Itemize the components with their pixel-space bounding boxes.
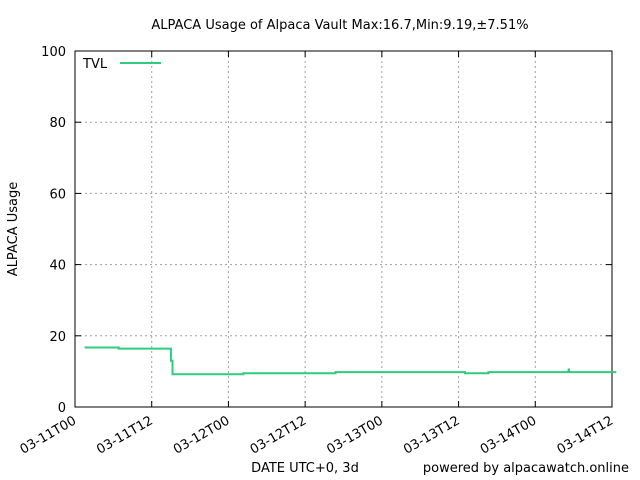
plot-frame [74, 50, 613, 408]
y-axis-label: ALPACA Usage [6, 182, 21, 276]
y-tick-label: 100 [41, 45, 66, 60]
y-tick-label: 20 [49, 330, 66, 345]
y-tick-label: 80 [49, 116, 66, 131]
x-tick-label: 03-13T12 [401, 413, 462, 457]
y-tick-label: 60 [49, 187, 66, 202]
x-tick-label: 03-13T00 [324, 413, 385, 457]
series-line-tvl [84, 346, 617, 376]
x-tick-label: 03-11T00 [18, 413, 79, 457]
y-tick-label: 40 [49, 259, 66, 274]
x-axis-label: DATE UTC+0, 3d [251, 461, 359, 476]
x-tick-label: 03-12T00 [171, 413, 232, 457]
grid [75, 51, 612, 407]
y-axis: 0 20 40 60 80 100 [41, 45, 612, 416]
x-tick-label: 03-14T00 [478, 413, 539, 457]
legend: TVL [82, 57, 161, 72]
x-tick-label: 03-11T12 [94, 413, 155, 457]
x-axis: 03-11T00 03-11T12 03-12T00 03-12T12 03-13T00… [18, 51, 616, 458]
x-tick-label: 03-14T12 [555, 413, 616, 457]
legend-label: TVL [82, 57, 108, 72]
chart-title: ALPACA Usage of Alpaca Vault Max:16.7,Mi… [151, 18, 528, 33]
y-tick-label: 0 [58, 401, 66, 416]
footer-credit: powered by alpacawatch.online [423, 461, 629, 476]
series-group [84, 346, 617, 376]
x-tick-label: 03-12T12 [248, 413, 309, 457]
